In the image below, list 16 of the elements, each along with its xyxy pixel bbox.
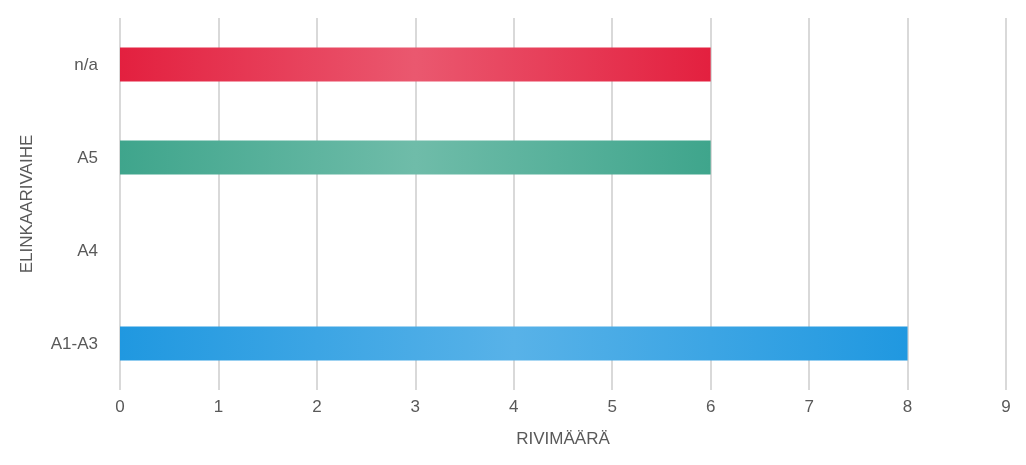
x-tick-label: 1 [213,397,224,416]
y-tick-label: A4 [77,241,98,260]
x-axis-title: RIVIMÄÄRÄ [516,429,611,448]
y-tick-label: n/a [74,55,99,74]
x-tick-label: 0 [115,397,125,416]
x-tick-label: 6 [705,397,716,416]
x-tick-label: 3 [410,397,421,416]
x-tick-label: 8 [902,397,913,416]
x-tick-label: 5 [607,397,617,416]
y-tick-label: A5 [77,148,98,167]
x-tick-label: 7 [804,397,814,416]
y-tick-label: A1-A3 [50,334,98,353]
x-tick-label: 9 [1001,397,1011,416]
x-tick-label: 4 [509,397,519,416]
y-axis-title: ELINKAARIVAIHE [17,134,36,274]
x-tick-label: 2 [312,397,322,416]
